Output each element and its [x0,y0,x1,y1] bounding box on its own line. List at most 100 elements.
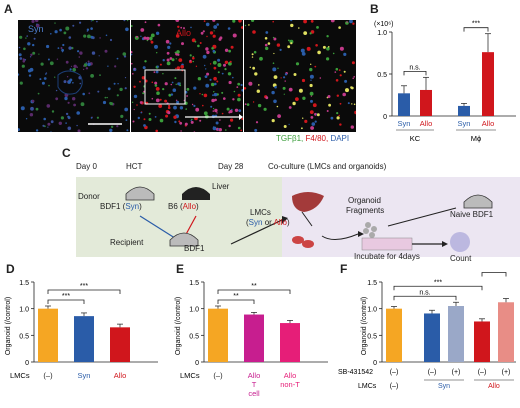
cell-speck [255,121,259,124]
microscopy-allo [131,20,243,132]
sig-label: ** [251,283,257,290]
cell-speck [254,128,258,132]
sig-label: *** [80,283,88,290]
cell-speck [303,20,307,24]
legend-dapi: DAPI [330,134,350,143]
cell-speck [200,31,204,35]
cell-speck [180,130,182,132]
y-tick-label: 0.5 [19,333,29,340]
cell-speck [214,82,217,86]
cell-speck [216,80,219,83]
cell-speck [27,69,32,73]
cell-speck [248,81,253,86]
cell-speck [209,78,212,81]
y-tick-label: 1.5 [19,280,29,287]
cell-speck [60,116,64,120]
cell-speck [178,58,183,62]
cell-speck [137,116,140,120]
cell-speck [42,124,45,127]
cell-speck [282,86,286,90]
cell-speck [210,82,215,87]
cell-speck [104,96,107,99]
cell-speck [85,62,88,64]
cell-speck [328,103,331,107]
cell-speck [90,20,92,22]
cell-speck [210,105,213,108]
cell-speck [165,39,170,44]
cell-speck [41,81,45,85]
cell-speck [180,26,183,29]
group-label: KC [410,134,421,143]
cell-speck [326,35,329,38]
y-tick-label: 0.5 [367,333,377,340]
cell-speck [90,74,94,78]
cell-speck [39,78,42,81]
cell-speck [216,112,218,114]
cell-speck [37,92,40,95]
microscopy-syn: Syn [18,20,130,132]
cell-speck [342,92,346,97]
cell-speck [309,83,313,88]
bar [424,313,440,362]
cell-speck [190,26,192,29]
cell-speck [164,99,168,103]
cell-speck [82,92,85,96]
cell-speck [212,34,216,38]
cell-speck [264,43,268,47]
cell-speck [76,111,80,115]
cell-speck [171,81,174,84]
cell-speck [217,63,222,67]
cell-speck [326,57,330,61]
cell-speck [83,63,88,67]
panel-label-b: B [370,2,379,16]
cell-speck [350,125,354,129]
y-axis-label: (×10⁶) [374,21,393,28]
x-category-line: Allo [248,371,261,380]
cell-speck [136,35,138,38]
y-axis-label: Organoid (/control) [175,297,182,355]
cell-speck [120,114,124,118]
cell-speck [251,56,254,58]
cell-speck [170,83,173,86]
cell-speck [205,83,210,88]
cell-speck [209,63,212,65]
cell-speck [205,22,210,27]
cell-speck [141,76,146,80]
cell-speck [65,26,70,31]
cell-speck [159,98,162,101]
or-text: or [262,218,274,227]
cell-speck [273,37,277,41]
cell-speck [167,45,171,49]
cell-speck [230,118,234,122]
syn-text-2: Syn [248,218,263,227]
cell-speck [349,20,353,24]
cell-speck [346,21,348,23]
cell-speck [140,28,145,32]
sig-label: n.s. [409,64,420,71]
cell-speck [237,97,241,102]
cell-speck [116,125,119,128]
cell-speck [298,88,303,93]
cell-speck [203,111,208,116]
cell-speck [304,119,308,123]
cell-speck [54,22,56,24]
cell-speck [277,114,281,118]
count-label: Count [450,254,472,263]
hct-label: HCT [126,162,143,171]
cell-speck [202,104,204,107]
cell-speck [232,33,237,38]
cell-speck [309,91,314,96]
cell-speck [248,24,250,26]
cell-speck [225,129,227,131]
cell-speck [57,47,60,49]
cell-speck [206,35,208,38]
cell-speck [175,34,180,38]
cell-speck [267,42,271,45]
close-paren: ) [139,202,142,211]
treatment-label: (–) [390,369,399,376]
cell-speck [190,120,194,124]
cell-speck [354,110,356,115]
cell-speck [330,116,334,120]
cell-speck [230,45,234,49]
x-category-label: Allo non-T [280,371,300,389]
